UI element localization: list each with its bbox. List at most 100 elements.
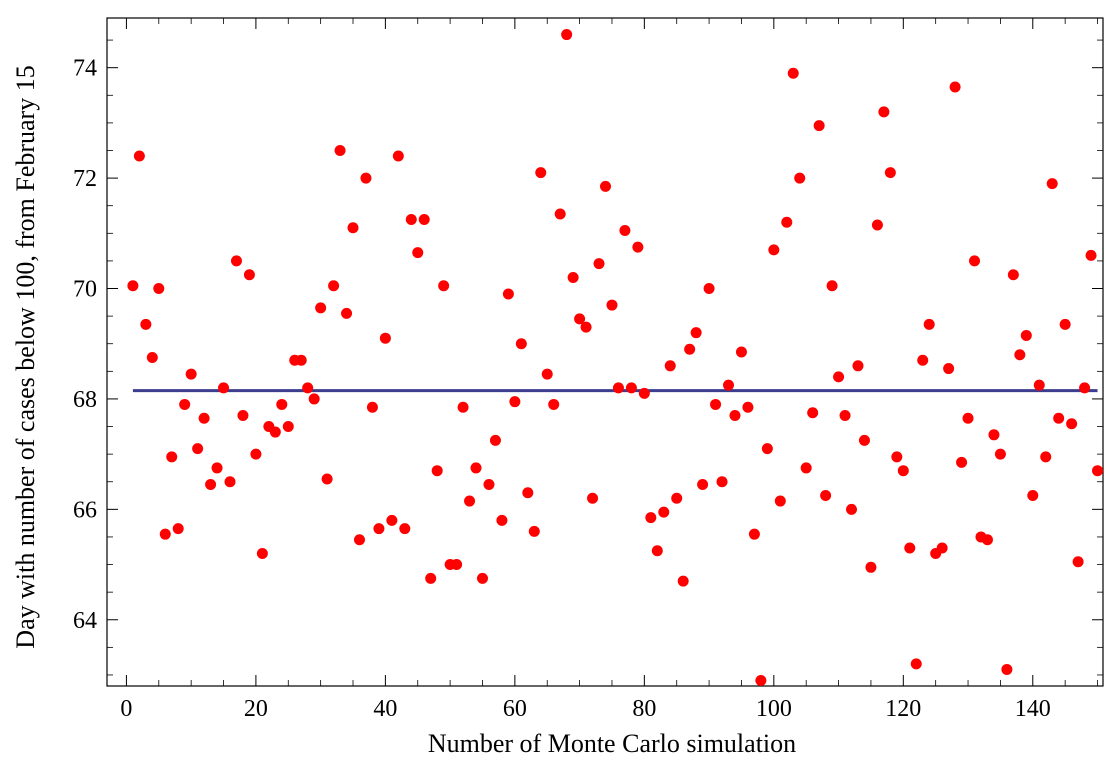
data-point: [645, 512, 657, 524]
data-point: [625, 382, 637, 394]
data-point: [878, 106, 890, 118]
data-point: [904, 542, 916, 554]
data-point: [956, 456, 968, 468]
data-point: [172, 523, 184, 535]
data-point: [1007, 269, 1019, 281]
data-point: [502, 288, 514, 300]
data-point: [561, 29, 573, 41]
data-point: [218, 382, 230, 394]
data-point: [865, 561, 877, 573]
data-point: [425, 572, 437, 584]
data-point: [373, 523, 385, 535]
data-point: [392, 150, 404, 162]
data-point: [1001, 663, 1013, 675]
data-point: [127, 280, 139, 292]
data-point: [1027, 490, 1039, 502]
data-point: [1033, 379, 1045, 391]
data-point: [198, 412, 210, 424]
x-tick-label: 40: [373, 696, 397, 722]
data-point: [858, 434, 870, 446]
data-point: [794, 172, 806, 184]
data-point: [379, 332, 391, 344]
x-tick-label: 80: [632, 696, 656, 722]
data-point: [1059, 318, 1071, 330]
data-point: [969, 255, 981, 267]
data-point: [910, 658, 922, 670]
data-point: [567, 271, 579, 283]
data-point: [522, 487, 534, 499]
data-point: [386, 514, 398, 526]
data-point: [735, 346, 747, 358]
data-point: [237, 409, 249, 421]
data-point: [748, 528, 760, 540]
data-point: [587, 492, 599, 504]
data-point: [457, 401, 469, 413]
data-point: [600, 180, 611, 192]
data-point: [496, 514, 508, 526]
data-point: [341, 307, 353, 319]
data-point: [360, 172, 372, 184]
data-point: [153, 283, 165, 295]
data-point: [276, 398, 288, 410]
x-tick-labels: 0 20 40 60 80 100 120 140: [120, 696, 1050, 722]
data-point: [166, 451, 178, 463]
data-point: [768, 244, 780, 256]
data-point: [949, 81, 961, 93]
data-point: [606, 299, 618, 311]
data-point: [871, 219, 883, 231]
data-point: [224, 476, 236, 488]
data-point: [846, 503, 858, 515]
data-point: [256, 548, 268, 560]
data-point: [651, 545, 663, 557]
data-point: [936, 542, 948, 554]
data-point: [781, 216, 793, 228]
data-point: [1092, 465, 1104, 477]
data-point: [1014, 349, 1026, 361]
data-point: [742, 401, 754, 413]
data-point: [684, 343, 696, 355]
x-tick-label: 100: [756, 696, 792, 722]
data-point: [146, 352, 158, 364]
data-point: [366, 401, 378, 413]
data-point: [192, 443, 204, 455]
data-point: [994, 448, 1006, 460]
data-point: [833, 371, 845, 383]
data-point: [690, 327, 702, 339]
data-point: [755, 674, 767, 686]
y-tick-label: 72: [73, 166, 97, 192]
data-point: [328, 280, 340, 292]
data-point: [671, 492, 683, 504]
data-point: [269, 426, 281, 438]
y-tick-label: 74: [73, 56, 97, 82]
data-point: [807, 407, 819, 419]
x-tick-label: 60: [503, 696, 527, 722]
data-point: [981, 534, 993, 546]
data-point: [826, 280, 838, 292]
x-tick-label: 20: [244, 696, 268, 722]
data-point: [315, 302, 327, 314]
y-tick-label: 64: [73, 608, 97, 634]
data-point: [988, 429, 1000, 441]
data-point: [476, 572, 488, 584]
data-point: [917, 354, 929, 366]
data-point: [1085, 249, 1097, 261]
plot-border: [106, 17, 1104, 687]
data-point: [619, 225, 631, 237]
data-point: [347, 222, 359, 234]
data-point: [205, 478, 217, 490]
y-axis-title: Day with number of cases below 100, from…: [11, 65, 40, 648]
data-point: [353, 534, 365, 546]
data-point: [774, 495, 786, 507]
data-point: [612, 382, 624, 394]
data-point: [1066, 418, 1078, 430]
axis-ticks: [107, 18, 1103, 686]
data-point: [923, 318, 935, 330]
data-point: [282, 421, 294, 433]
data-point: [451, 559, 463, 571]
data-points: [127, 29, 1104, 686]
data-point: [839, 409, 851, 421]
data-point: [1053, 412, 1065, 424]
data-point: [470, 462, 482, 474]
data-point: [703, 283, 715, 295]
